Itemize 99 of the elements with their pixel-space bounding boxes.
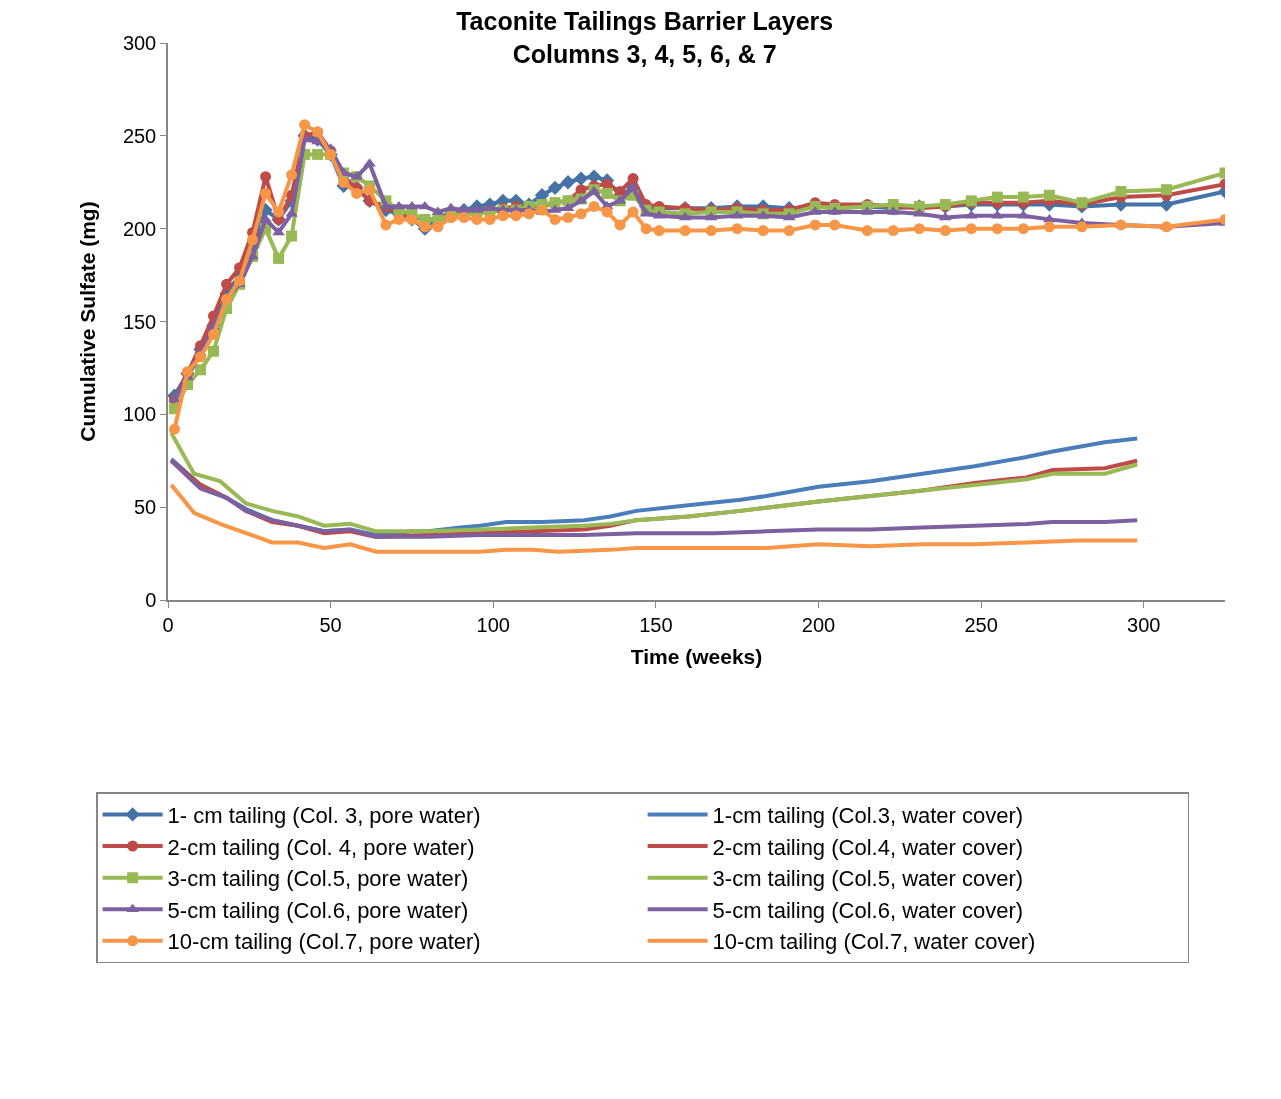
x-tick-label: 150 [639,613,673,636]
point [272,226,285,236]
x-tick-label: 300 [1127,613,1161,636]
point [575,208,587,220]
point [247,234,259,246]
y-tick-label: 50 [134,496,157,519]
point [939,225,951,237]
x-tick-label: 250 [964,613,998,636]
point [259,213,272,223]
point [523,208,535,220]
point [991,223,1003,235]
point [653,225,665,237]
y-tick-label: 0 [145,589,157,611]
y-tick-label: 150 [122,310,157,333]
x-tick-label: 200 [801,613,836,636]
point [757,225,769,237]
point [573,171,589,186]
y-tick-label: 300 [122,32,157,54]
point [393,213,405,225]
point [221,278,233,290]
point [380,219,392,231]
point [1043,189,1055,201]
point [1160,184,1172,196]
x-tick-label: 50 [319,613,342,636]
point [679,225,691,237]
point [913,223,925,235]
legend-label: 10-cm tailing (Col.7, pore water) [167,929,481,955]
point [614,219,626,231]
legend-label: 1-cm tailing (Col.3, water cover) [712,803,1024,829]
point [1043,213,1056,223]
point [351,187,363,199]
point [221,293,233,305]
line-series [169,482,1140,554]
x-axis-title: Time (weeks) [630,645,763,669]
point [364,184,376,196]
point [991,191,1003,203]
point [392,200,406,210]
point [549,213,561,225]
point [560,175,576,190]
point [208,329,220,340]
point [405,200,419,210]
point [1043,221,1055,233]
point [562,212,574,224]
legend-label: 5-cm tailing (Col.6, pore water) [167,897,469,923]
x-tick-label: 100 [476,613,510,636]
point [208,345,220,357]
legend-label: 3-cm tailing (Col.5, pore water) [167,866,469,892]
legend-label: 10-cm tailing (Col.7, water cover) [712,929,1036,955]
point [273,206,285,218]
point [601,187,613,199]
point [260,171,272,183]
legend-label: 2-cm tailing (Col. 4, pore water) [167,834,475,860]
point [510,210,522,222]
point [1115,186,1127,198]
point [887,225,899,237]
point [783,225,795,237]
point [312,148,324,160]
legend-label: 3-cm tailing (Col.5, water cover) [712,866,1024,892]
point [286,230,298,242]
legend-label: 2-cm tailing (Col.4, water cover) [712,834,1024,860]
point [195,364,207,376]
point [965,223,977,235]
point [627,206,639,218]
y-tick-label: 200 [122,217,157,240]
point [169,423,180,435]
point [627,173,639,185]
point [273,252,285,264]
point [809,219,821,231]
point [586,169,602,184]
point [260,187,272,199]
point [731,223,743,235]
point [1076,221,1088,233]
y-tick-label: 250 [122,124,157,147]
point [286,169,298,181]
point [338,176,350,188]
point [497,210,509,222]
line-series [169,458,1140,539]
legend-label: 5-cm tailing (Col.6, water cover) [712,897,1024,923]
point [458,212,470,224]
point [640,223,652,235]
point [861,225,873,237]
point [471,213,483,225]
point [588,200,600,212]
point [195,351,207,363]
x-tick-label: 0 [162,613,174,636]
point [601,206,613,218]
point [1017,191,1029,203]
legend-label: 1- cm tailing (Col. 3, pore water) [167,803,481,829]
point [432,221,444,233]
y-tick-label: 100 [122,403,157,426]
point [1017,223,1029,235]
point [547,180,563,195]
chart-title: Taconite Tailings Barrier Layers Columns 3, 4, 5, 6, & 7 [456,7,834,68]
point [829,219,841,231]
point [418,200,432,210]
point [299,119,311,131]
y-axis-title: Cumulative Sulfate (mg) [75,201,99,442]
point [484,213,496,225]
point [705,225,717,237]
